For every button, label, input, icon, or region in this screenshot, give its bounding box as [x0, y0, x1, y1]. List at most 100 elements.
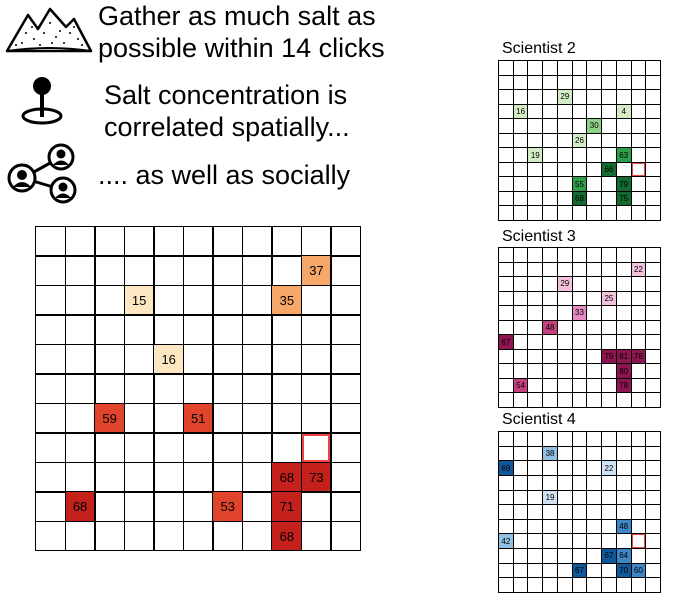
- main-grid-empty-cell[interactable]: [94, 373, 126, 405]
- main-grid-cell-r1-c9[interactable]: 37: [300, 255, 332, 287]
- main-grid-empty-cell[interactable]: [300, 373, 332, 405]
- main-grid-empty-cell[interactable]: [64, 314, 96, 346]
- main-grid-empty-cell[interactable]: [300, 402, 332, 434]
- main-grid-empty-cell[interactable]: [212, 520, 244, 552]
- main-grid-empty-cell[interactable]: [330, 226, 362, 257]
- main-grid-empty-cell[interactable]: [123, 226, 155, 257]
- main-grid-empty-cell[interactable]: [153, 461, 185, 493]
- main-grid-empty-cell[interactable]: [241, 284, 273, 316]
- main-grid-cell-r9-c8[interactable]: 71: [271, 491, 303, 523]
- main-grid-empty-cell[interactable]: [35, 373, 67, 405]
- main-grid-empty-cell[interactable]: [241, 520, 273, 552]
- main-grid-empty-cell[interactable]: [212, 284, 244, 316]
- main-grid-empty-cell[interactable]: [330, 432, 362, 464]
- main-grid-cell-r9-c6[interactable]: 53: [212, 491, 244, 523]
- main-grid-empty-cell[interactable]: [241, 314, 273, 346]
- main-grid-empty-cell[interactable]: [182, 226, 214, 257]
- main-grid-empty-cell[interactable]: [153, 314, 185, 346]
- main-grid-empty-cell[interactable]: [212, 461, 244, 493]
- main-grid-empty-cell[interactable]: [64, 432, 96, 464]
- main-grid-empty-cell[interactable]: [64, 343, 96, 375]
- main-grid-empty-cell[interactable]: [64, 520, 96, 552]
- main-grid-empty-cell[interactable]: [182, 284, 214, 316]
- main-grid-empty-cell[interactable]: [94, 284, 126, 316]
- main-grid-empty-cell[interactable]: [153, 284, 185, 316]
- main-grid-empty-cell[interactable]: [123, 432, 155, 464]
- main-grid-cell-r2-c8[interactable]: 35: [271, 284, 303, 316]
- main-grid-empty-cell[interactable]: [64, 226, 96, 257]
- main-grid-cell-r6-c5[interactable]: 51: [182, 402, 214, 434]
- main-grid-empty-cell[interactable]: [64, 461, 96, 493]
- main-grid-empty-cell[interactable]: [241, 402, 273, 434]
- main-grid-empty-cell[interactable]: [123, 255, 155, 287]
- main-grid-empty-cell[interactable]: [300, 491, 332, 523]
- main-grid-empty-cell[interactable]: [35, 432, 67, 464]
- main-grid-empty-cell[interactable]: [182, 432, 214, 464]
- main-grid-empty-cell[interactable]: [271, 432, 303, 464]
- main-grid-empty-cell[interactable]: [271, 226, 303, 257]
- main-grid-empty-cell[interactable]: [212, 226, 244, 257]
- main-grid-empty-cell[interactable]: [182, 314, 214, 346]
- main-grid-cell-r6-c2[interactable]: 59: [94, 402, 126, 434]
- main-grid-cell-r4-c4[interactable]: 16: [153, 343, 185, 375]
- main-grid-empty-cell[interactable]: [94, 491, 126, 523]
- main-grid-selected-cell[interactable]: [302, 433, 331, 462]
- main-grid-empty-cell[interactable]: [330, 314, 362, 346]
- main-grid-empty-cell[interactable]: [123, 491, 155, 523]
- main-grid-empty-cell[interactable]: [182, 255, 214, 287]
- main-grid-empty-cell[interactable]: [35, 284, 67, 316]
- main-grid-empty-cell[interactable]: [35, 402, 67, 434]
- main-grid-cell-r9-c1[interactable]: 68: [64, 491, 96, 523]
- main-grid-empty-cell[interactable]: [153, 255, 185, 287]
- main-grid-empty-cell[interactable]: [94, 255, 126, 287]
- main-grid-empty-cell[interactable]: [94, 314, 126, 346]
- main-grid-empty-cell[interactable]: [330, 520, 362, 552]
- main-grid-empty-cell[interactable]: [271, 255, 303, 287]
- main-grid-empty-cell[interactable]: [241, 373, 273, 405]
- main-grid-empty-cell[interactable]: [94, 343, 126, 375]
- main-grid-empty-cell[interactable]: [300, 314, 332, 346]
- main-grid-empty-cell[interactable]: [182, 373, 214, 405]
- main-grid-empty-cell[interactable]: [153, 432, 185, 464]
- main-grid-empty-cell[interactable]: [330, 402, 362, 434]
- main-grid-empty-cell[interactable]: [271, 314, 303, 346]
- main-grid-empty-cell[interactable]: [35, 491, 67, 523]
- main-grid-empty-cell[interactable]: [153, 402, 185, 434]
- main-grid-empty-cell[interactable]: [330, 343, 362, 375]
- main-grid-empty-cell[interactable]: [94, 432, 126, 464]
- main-grid-empty-cell[interactable]: [330, 255, 362, 287]
- main-grid-empty-cell[interactable]: [182, 520, 214, 552]
- main-grid-empty-cell[interactable]: [153, 520, 185, 552]
- main-grid-cell-r8-c8[interactable]: 68: [271, 461, 303, 493]
- main-grid-empty-cell[interactable]: [153, 226, 185, 257]
- main-grid-empty-cell[interactable]: [35, 226, 67, 257]
- main-grid-empty-cell[interactable]: [300, 520, 332, 552]
- main-salt-grid[interactable]: 37 15 35 16 59 51 68 73 68 53 71 68: [35, 226, 362, 552]
- main-grid-empty-cell[interactable]: [64, 284, 96, 316]
- main-grid-cell-r10-c8[interactable]: 68: [271, 520, 303, 552]
- main-grid-empty-cell[interactable]: [212, 255, 244, 287]
- main-grid-empty-cell[interactable]: [35, 461, 67, 493]
- main-grid-empty-cell[interactable]: [123, 373, 155, 405]
- main-grid-empty-cell[interactable]: [330, 461, 362, 493]
- main-grid-empty-cell[interactable]: [241, 432, 273, 464]
- main-grid-empty-cell[interactable]: [35, 314, 67, 346]
- main-grid-empty-cell[interactable]: [300, 284, 332, 316]
- main-grid-empty-cell[interactable]: [94, 520, 126, 552]
- main-grid-empty-cell[interactable]: [123, 520, 155, 552]
- main-grid-empty-cell[interactable]: [182, 491, 214, 523]
- main-grid-empty-cell[interactable]: [182, 343, 214, 375]
- main-grid-empty-cell[interactable]: [241, 461, 273, 493]
- main-grid-empty-cell[interactable]: [35, 255, 67, 287]
- main-grid-empty-cell[interactable]: [123, 461, 155, 493]
- main-grid-empty-cell[interactable]: [271, 402, 303, 434]
- main-grid-empty-cell[interactable]: [212, 432, 244, 464]
- main-grid-empty-cell[interactable]: [123, 314, 155, 346]
- main-grid-empty-cell[interactable]: [300, 226, 332, 257]
- main-grid-empty-cell[interactable]: [241, 255, 273, 287]
- main-grid-empty-cell[interactable]: [64, 402, 96, 434]
- main-grid-empty-cell[interactable]: [241, 491, 273, 523]
- main-grid-empty-cell[interactable]: [241, 343, 273, 375]
- main-grid-cell-r8-c9[interactable]: 73: [300, 461, 332, 493]
- main-grid-empty-cell[interactable]: [300, 343, 332, 375]
